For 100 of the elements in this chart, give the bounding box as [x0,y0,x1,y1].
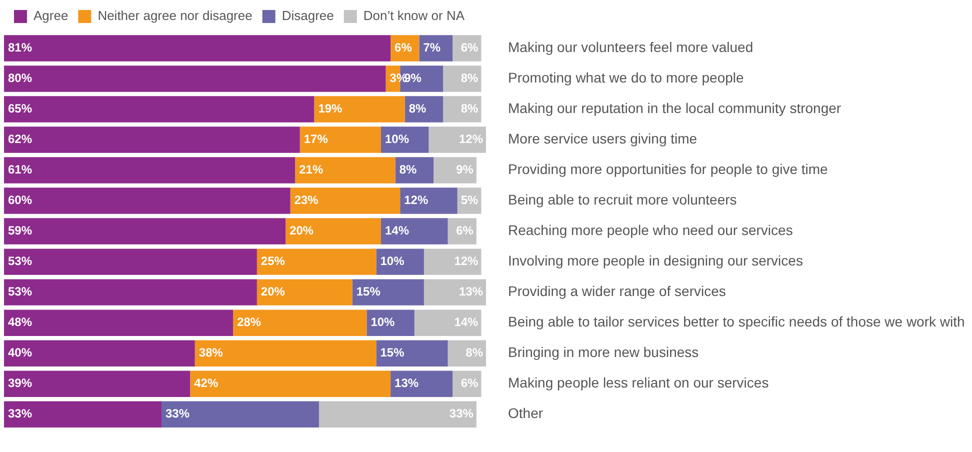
data-label: 80% [8,71,32,86]
data-label: 17% [304,132,328,146]
bar [352,279,424,306]
data-label: 42% [194,376,218,390]
y-tick-label: Providing a wider range of services [508,283,726,300]
bar [4,370,190,397]
data-label: 13% [394,376,419,390]
bar [4,188,290,214]
y-tick-label: Involving more people in designing our services [508,252,803,269]
data-label: 7% [423,40,441,55]
bar [194,340,376,366]
data-label: 25% [260,254,286,268]
data-label: 15% [380,346,405,360]
y-tick-label: Other [508,405,544,422]
data-label: 33% [8,406,32,421]
data-label: 14% [454,315,479,330]
bar [381,218,448,244]
bar [414,310,482,336]
bar [4,279,257,306]
bar [290,188,400,214]
bar [4,126,300,153]
data-label: 6% [394,40,412,55]
bar [434,157,476,184]
bar [233,310,367,336]
bar [4,340,195,366]
data-label: 12% [454,254,479,268]
data-label: 38% [198,346,224,360]
bar [400,188,458,214]
bar [376,248,424,275]
data-label: 65% [8,102,32,116]
data-label: 48% [8,315,32,330]
bar [428,126,486,153]
data-label: 6% [460,40,479,55]
data-label: 33% [449,406,474,421]
y-tick-label: Being able to tailor services better to specific needs of those we work with [508,314,965,330]
bar [448,340,486,366]
data-label: 81% [8,40,32,55]
y-tick-label: Promoting what we do to more people [508,70,744,86]
data-label: 62% [8,132,32,146]
bar [256,279,352,306]
legend-label: Agree [34,8,68,24]
bar [286,218,382,244]
bar [424,248,482,275]
y-tick-label: Making our volunteers feel more valued [508,39,754,56]
bar [256,248,376,275]
bar [295,157,396,184]
data-label: 6% [456,224,474,238]
bar [404,96,444,122]
data-label: 8% [460,71,479,86]
data-label: 40% [8,346,32,360]
bar [314,96,405,122]
data-label: 5% [460,193,479,208]
data-label: 53% [8,284,32,299]
y-tick-label: Providing more opportunities for people to give time [508,161,828,178]
bar [419,35,453,62]
data-label: 6% [460,376,479,390]
bar [4,35,391,62]
y-tick-label: Making our reputation in the local community stronger [508,100,842,116]
data-label: 20% [260,284,286,299]
legend-label: Disagree [282,8,334,24]
y-tick-label: More service users giving time [508,130,698,147]
data-label: 8% [399,162,417,177]
bar [424,279,486,306]
data-label: 21% [299,162,324,177]
data-label: 9% [456,162,474,177]
data-label: 61% [8,162,32,177]
data-label: 13% [458,284,484,299]
data-label: 20% [290,224,314,238]
bar [381,126,429,153]
bar [4,157,296,184]
bar [390,370,453,397]
data-label: 15% [356,284,381,299]
bar [4,96,314,122]
bar [161,401,319,428]
data-label: 10% [370,315,396,330]
bar [443,96,482,122]
bar [395,157,434,184]
data-label: 8% [408,102,427,116]
bar [4,401,162,428]
bar [366,310,414,336]
data-label: 10% [380,254,405,268]
data-label: 28% [237,315,262,330]
bar [4,218,286,244]
bar [4,66,386,92]
legend-label: Don’t know or NA [363,8,465,24]
data-label: 59% [8,224,32,238]
y-tick-label: Making people less reliant on our services [508,374,769,391]
y-tick-label: Reaching more people who need our services [508,222,793,238]
data-label: 8% [466,346,484,360]
legend-label: Neither agree nor disagree [98,8,252,24]
data-label: 53% [8,254,32,268]
data-label: 60% [8,193,32,208]
data-label: 19% [318,102,343,116]
bar [190,370,391,397]
bar [300,126,382,153]
data-label: 12% [458,132,484,146]
bar [376,340,448,366]
y-tick-label: Being able to recruit more volunteers [508,192,737,208]
data-label: 8% [460,102,479,116]
data-label: 23% [294,193,319,208]
